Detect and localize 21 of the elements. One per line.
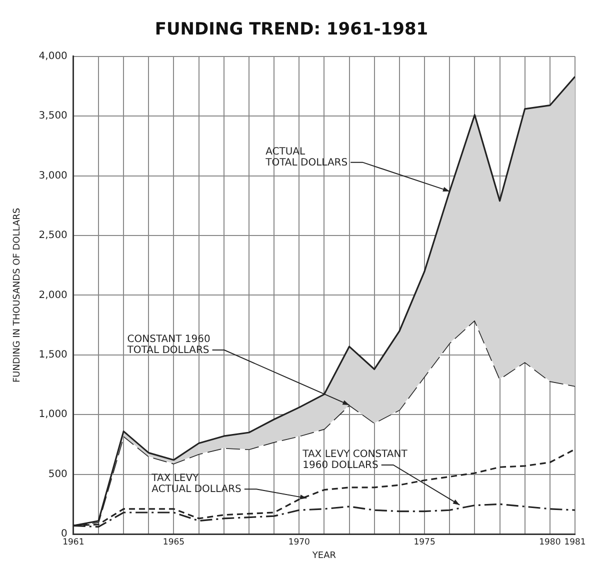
chart-title: FUNDING TREND: 1961-1981 xyxy=(154,20,428,40)
annotation: TAX LEVY ACTUAL DOLLARS xyxy=(150,473,242,496)
y-tick-label: 1,000 xyxy=(38,409,68,420)
y-tick-label: 2,000 xyxy=(38,290,68,301)
y-axis-title: FUNDING IN THOUSANDS OF DOLLARS xyxy=(12,208,23,383)
x-tick-label: 1980 xyxy=(539,537,561,548)
y-tick-label: 2,500 xyxy=(38,230,68,242)
y-tick-label: 1,500 xyxy=(38,349,68,360)
y-tick-label: 4,000 xyxy=(38,50,68,62)
annotation: TAX LEVY CONSTANT 1960 DOLLARS xyxy=(302,448,408,471)
x-tick-label: 1975 xyxy=(414,537,436,548)
y-tick-label: 500 xyxy=(48,468,68,480)
y-tick-label: 3,000 xyxy=(38,170,68,182)
x-tick-label: 1970 xyxy=(288,537,310,548)
x-tick-label: 1981 xyxy=(564,537,586,548)
x-tick-label: 1961 xyxy=(62,537,84,548)
annotation: CONSTANT 1960 TOTAL DOLLARS xyxy=(126,334,210,356)
y-tick-label: 3,500 xyxy=(38,110,68,122)
x-tick-label: 1965 xyxy=(162,537,185,548)
annotation: ACTUAL TOTAL DOLLARS xyxy=(264,146,348,168)
x-axis-title: YEAR xyxy=(311,550,336,561)
